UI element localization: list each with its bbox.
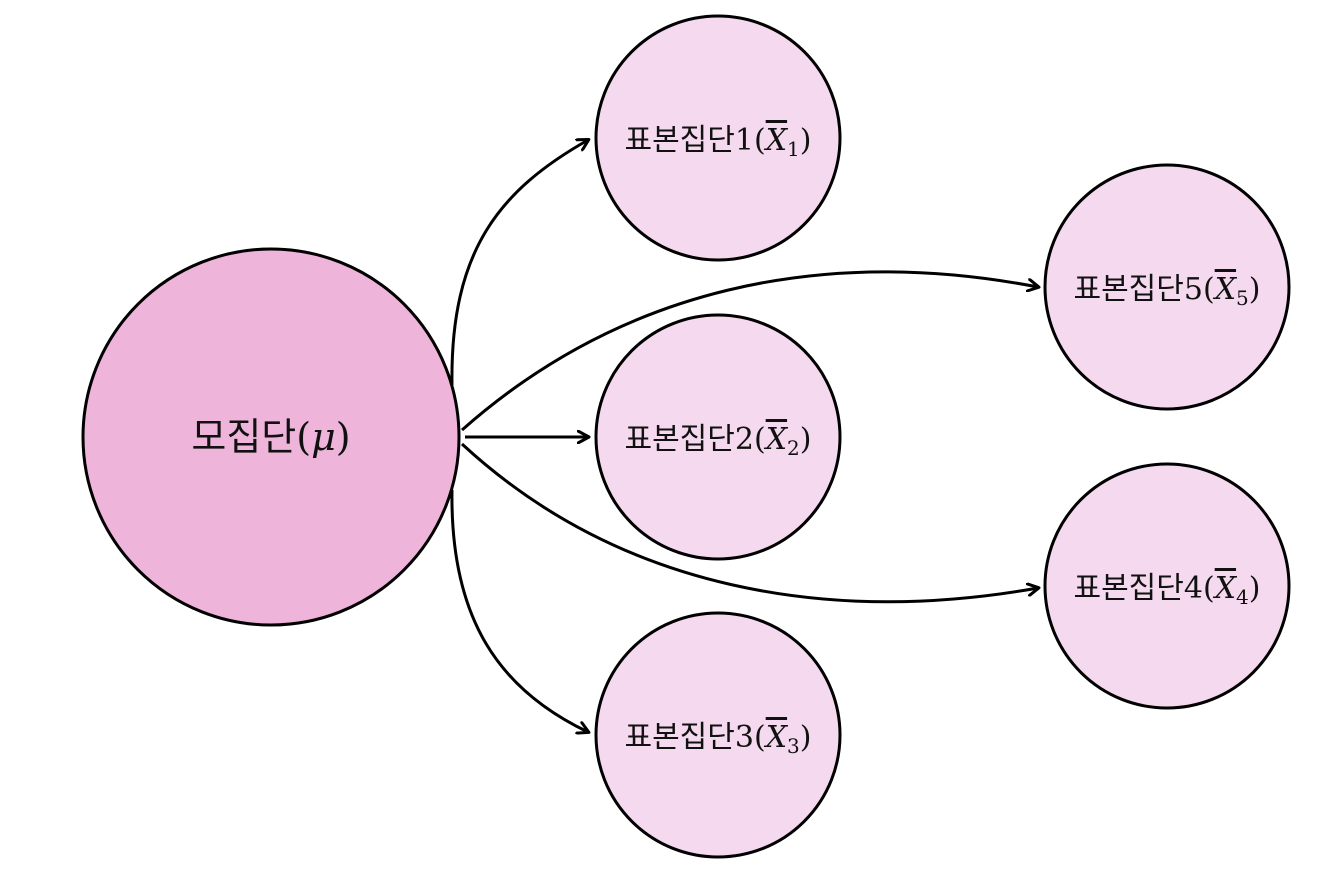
sample-node-3: 표본집단3(X3) xyxy=(594,611,842,859)
sample-4-circle xyxy=(1043,462,1291,710)
sample-2-label: 표본집단2(X2) xyxy=(624,422,811,460)
sample-5-circle xyxy=(1043,163,1291,411)
population-label: 모집단(μ) xyxy=(191,415,350,459)
sample-node-1: 표본집단1(X1) xyxy=(594,14,842,262)
sample-2-circle xyxy=(594,313,842,561)
sample-3-circle xyxy=(594,611,842,859)
population-node: 모집단(μ) xyxy=(81,247,461,627)
xbar-symbol: X xyxy=(1213,272,1238,307)
edges xyxy=(450,140,1038,732)
arrow-to-sample-3 xyxy=(450,489,588,732)
sample-5-label: 표본집단5(X5) xyxy=(1073,272,1260,310)
mu-symbol: μ xyxy=(311,415,336,459)
arrow-to-sample-5 xyxy=(461,270,1038,432)
arrow-to-sample-1 xyxy=(450,140,588,386)
sample-1-label: 표본집단1(X1) xyxy=(624,123,811,161)
xbar-symbol: X xyxy=(764,422,789,457)
population-circle xyxy=(81,247,461,627)
xbar-symbol: X xyxy=(764,123,789,158)
sample-node-2: 표본집단2(X2) xyxy=(594,313,842,561)
xbar-symbol: X xyxy=(1213,571,1238,606)
sample-1-circle xyxy=(594,14,842,262)
sample-node-5: 표본집단5(X5) xyxy=(1043,163,1291,411)
arrow-to-sample-4 xyxy=(460,442,1038,604)
xbar-symbol: X xyxy=(764,720,789,755)
sample-node-4: 표본집단4(X4) xyxy=(1043,462,1291,710)
sample-4-label: 표본집단4(X4) xyxy=(1073,571,1260,609)
sample-3-label: 표본집단3(X3) xyxy=(624,720,811,758)
